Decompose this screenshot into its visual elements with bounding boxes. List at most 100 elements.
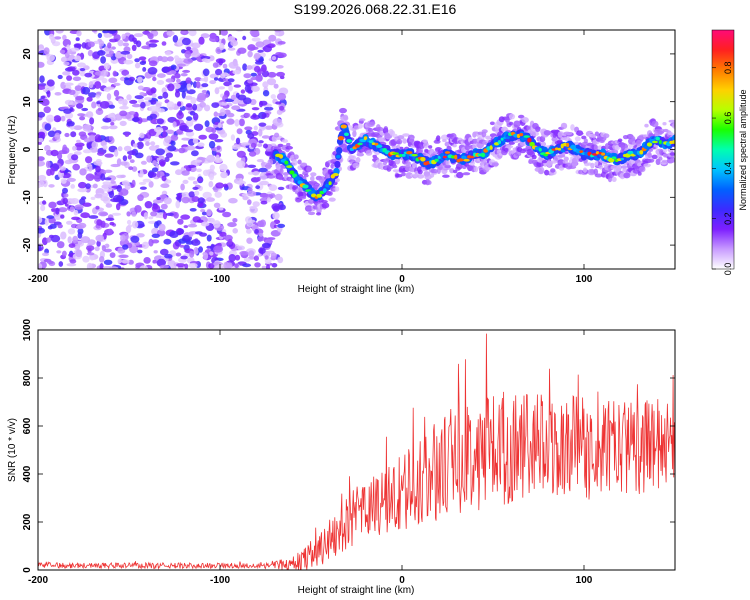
spectrogram-noise-cell	[192, 138, 199, 145]
spectrogram-noise-cell	[140, 160, 147, 165]
spectrogram-halo-cell	[442, 174, 450, 178]
spectrogram-noise-cell	[79, 116, 86, 121]
spectrogram-noise-cell	[46, 114, 55, 123]
spectrogram-noise-cell	[96, 101, 101, 105]
spectrogram-noise-cell	[135, 40, 142, 48]
spectrogram-noise-cell	[134, 58, 140, 63]
spectrogram-noise-cell	[209, 173, 215, 181]
spectrogram-noise-cell	[228, 254, 236, 262]
spectrogram-noise-cell	[68, 89, 76, 96]
spectrogram-noise-cell	[179, 244, 185, 248]
spectrogram-noise-cell	[84, 72, 93, 78]
spectrogram-noise-cell	[138, 181, 147, 185]
spectrogram-noise-cell	[165, 129, 175, 134]
spectrogram-noise-cell	[233, 84, 241, 88]
spectrogram-noise-cell	[126, 94, 132, 101]
spectrogram-halo-cell	[661, 159, 668, 163]
spectrogram-noise-cell	[208, 263, 215, 269]
spectrogram-peak-cell	[444, 151, 451, 154]
spectrogram-noise-cell	[64, 112, 74, 119]
spectrogram-noise-cell	[242, 263, 252, 268]
spectrogram-noise-cell	[139, 61, 146, 65]
spectrogram-ytick-label: -10	[22, 190, 33, 205]
snr-xtick-label: -200	[28, 575, 48, 586]
spectrogram-noise-cell	[253, 255, 259, 261]
spectrogram-noise-cell	[277, 256, 284, 264]
spectrogram-noise-cell	[230, 39, 238, 47]
spectrogram-peak-cell	[332, 173, 339, 177]
spectrogram-noise-cell	[250, 114, 261, 120]
spectrogram-halo-cell	[352, 162, 360, 169]
spectrogram-halo-cell	[587, 168, 596, 176]
spectrogram-noise-cell	[246, 228, 252, 234]
spectrogram-halo-cell	[440, 134, 449, 141]
spectrogram-noise-cell	[73, 125, 83, 131]
spectrogram-peak-cell	[557, 147, 562, 151]
spectrogram-noise-cell	[152, 160, 158, 166]
spectrogram-noise-cell	[211, 102, 220, 108]
spectrogram-noise-cell	[131, 220, 139, 229]
spectrogram-halo-cell	[291, 159, 298, 166]
spectrogram-noise-cell	[160, 183, 170, 188]
spectrogram-noise-cell	[181, 170, 190, 176]
spectrogram-noise-cell	[279, 204, 286, 211]
spectrogram-noise-cell	[57, 207, 68, 213]
spectrogram-noise-cell	[147, 67, 158, 75]
spectrogram-halo-cell	[519, 141, 527, 147]
spectrogram-noise-cell	[252, 201, 260, 208]
spectrogram-noise-cell	[74, 243, 81, 250]
spectrogram-noise-cell	[275, 101, 282, 105]
spectrogram-halo-cell	[456, 163, 463, 170]
spectrogram-noise-cell	[207, 217, 215, 223]
spectrogram-noise-cell	[42, 200, 47, 205]
spectrogram-halo-cell	[401, 171, 406, 177]
spectrogram-halo-cell	[427, 180, 432, 185]
spectrogram-noise-cell	[75, 95, 85, 101]
snr-ytick-label: 1000	[22, 318, 33, 341]
spectrogram-noise-cell	[254, 262, 261, 268]
spectrogram-noise-cell	[231, 106, 237, 110]
spectrogram-noise-cell	[232, 70, 241, 75]
spectrogram-noise-cell	[162, 130, 167, 138]
spectrogram-peak-cell	[469, 155, 475, 159]
spectrogram-noise-cell	[109, 50, 114, 55]
spectrogram-noise-cell	[164, 253, 173, 259]
spectrogram-noise-cell	[161, 41, 167, 46]
spectrogram-noise-cell	[160, 56, 169, 63]
spectrogram-noise-cell	[49, 167, 55, 176]
spectrogram-noise-cell	[67, 66, 76, 72]
spectrogram-noise-cell	[137, 76, 143, 84]
spectrogram-noise-cell	[257, 253, 262, 257]
spectrogram-noise-cell	[164, 51, 172, 56]
spectrogram-noise-cell	[152, 259, 157, 264]
spectrogram-noise-cell	[274, 193, 283, 201]
spectrogram-noise-cell	[108, 77, 118, 84]
spectrogram-noise-cell	[262, 45, 272, 53]
spectrogram-halo-cell	[651, 120, 659, 128]
spectrogram-halo-cell	[491, 162, 499, 167]
spectrogram-halo-cell	[514, 150, 522, 157]
spectrogram-noise-cell	[176, 39, 183, 46]
spectrogram-noise-cell	[215, 112, 223, 117]
spectrogram-noise-cell	[46, 237, 52, 243]
spectrogram-noise-cell	[230, 94, 236, 100]
spectrogram-noise-cell	[51, 208, 56, 213]
spectrogram-halo-cell	[283, 175, 288, 179]
spectrogram-noise-cell	[74, 85, 82, 91]
spectrogram-noise-cell	[204, 93, 209, 98]
spectrogram-halo-cell	[383, 126, 388, 132]
spectrogram-noise-cell	[114, 51, 123, 59]
spectrogram-peak-cell	[451, 155, 455, 159]
spectrogram-noise-cell	[166, 101, 175, 110]
spectrogram-noise-cell	[141, 45, 151, 50]
spectrogram-noise-cell	[62, 34, 67, 41]
spectrogram-noise-cell	[60, 214, 65, 219]
spectrogram-halo-cell	[550, 168, 556, 173]
spectrogram-noise-cell	[62, 250, 67, 257]
spectrogram-peak-cell	[461, 155, 467, 160]
spectrogram-noise-cell	[258, 140, 264, 144]
spectrogram-noise-cell	[117, 146, 123, 152]
spectrogram-noise-cell	[109, 221, 115, 226]
spectrogram-noise-cell	[99, 256, 105, 263]
spectrogram-halo-cell	[598, 164, 603, 170]
